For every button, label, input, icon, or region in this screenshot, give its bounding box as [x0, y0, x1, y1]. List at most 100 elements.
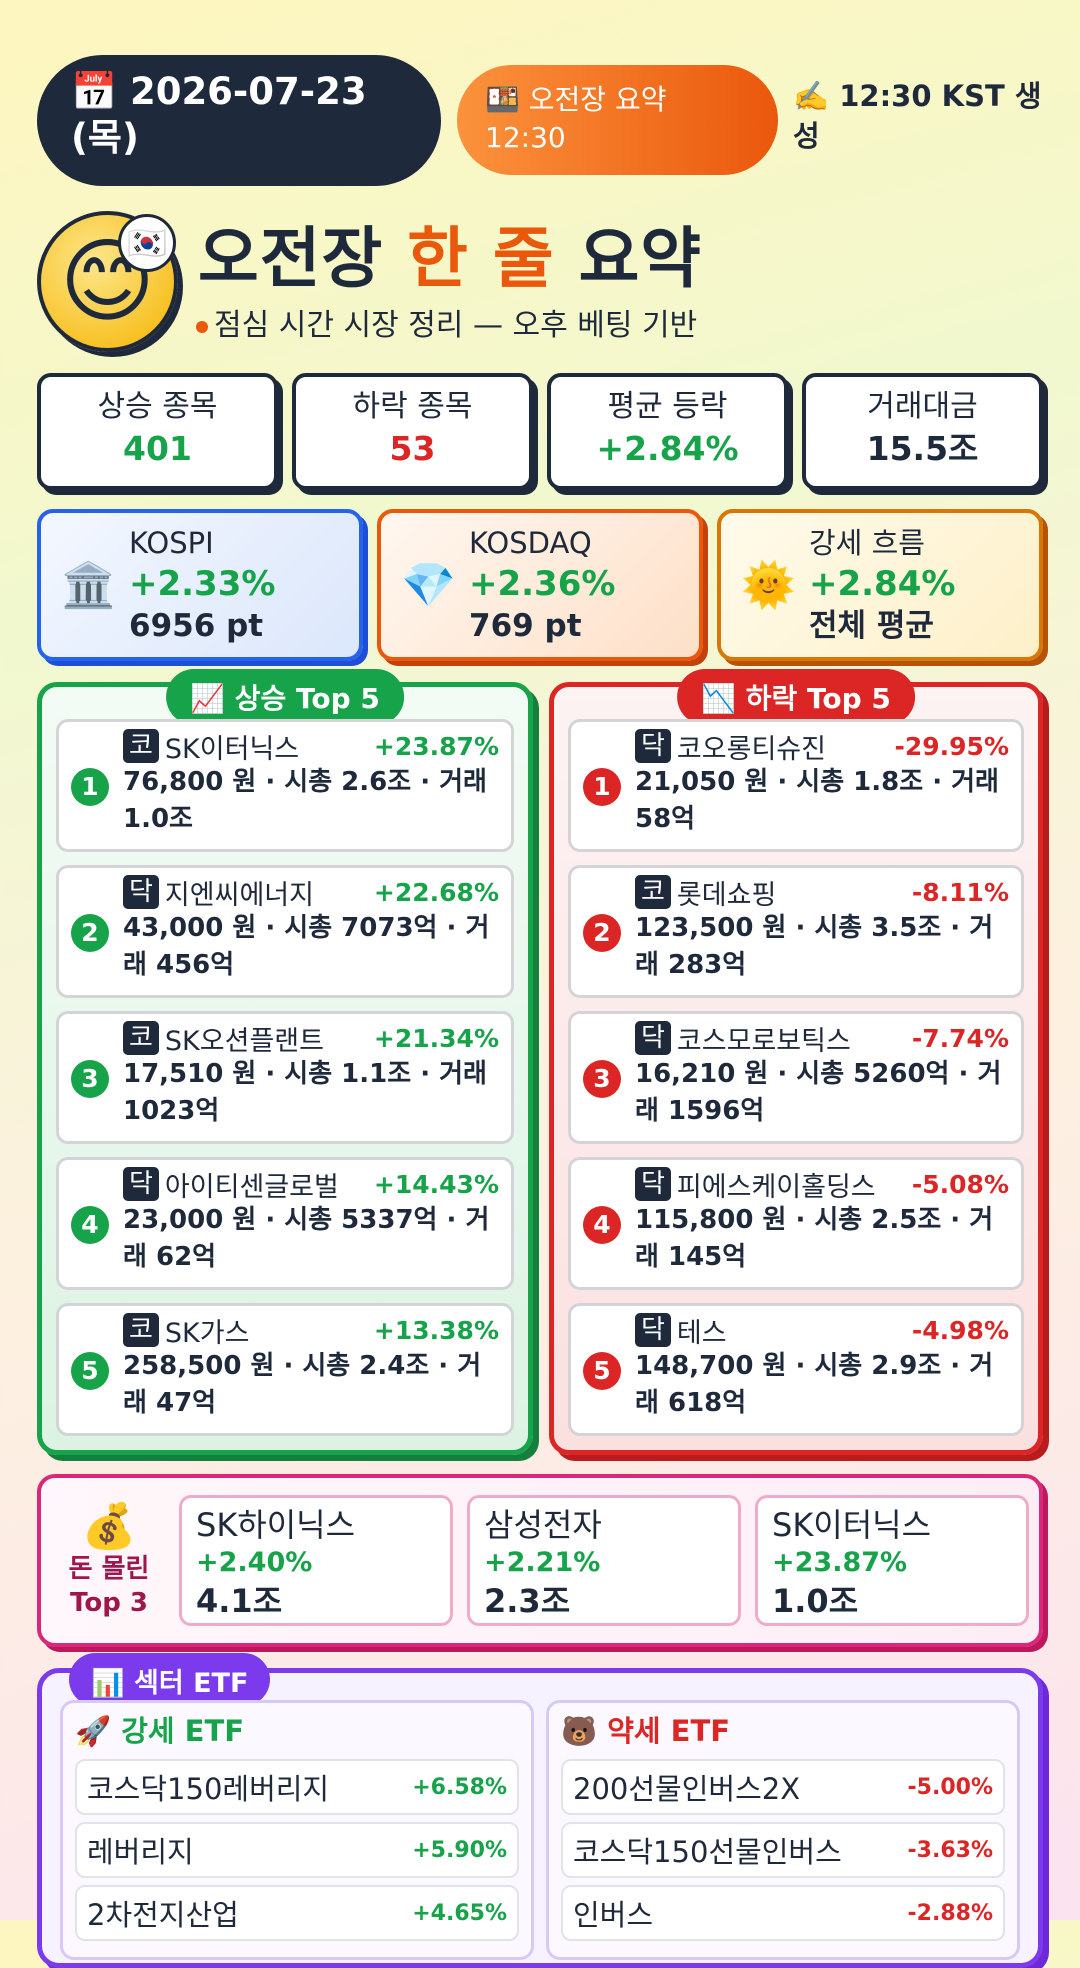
- rank: 4: [71, 1206, 109, 1244]
- market-badge: 코: [635, 875, 671, 909]
- index-label: KOSDAQ: [469, 526, 592, 560]
- stock-card: 3 닥 코스모로보틱스 -7.74% 16,210 원 · 시총 5260억 · 거래 …: [568, 1011, 1024, 1144]
- stat-value: 53: [389, 429, 436, 468]
- stock-change: +13.38%: [373, 1315, 499, 1345]
- index-value: 769 pt: [469, 608, 582, 644]
- pen-icon: ✍️: [793, 79, 840, 113]
- money-value: 1.0조: [772, 1582, 859, 1620]
- index-change: +2.36%: [469, 564, 616, 604]
- stock-detail: 258,500 원 · 시총 2.4조 · 거래 47억: [123, 1351, 482, 1418]
- etf-row: 코스닥150레버리지 +6.58%: [75, 1759, 519, 1815]
- generated: 12:30 KST 생성: [793, 79, 1042, 153]
- etf-name: 2차전지산업: [87, 1898, 239, 1932]
- losers-panel: 📉 하락 Top 5 1 닥 코오롱티슈진 -29.95% 21,050 원 · 시총 1…: [549, 669, 1043, 1455]
- etf-row: 레버리지 +5.90%: [75, 1822, 519, 1878]
- stock-name: 테스: [676, 1317, 727, 1349]
- etf-name: 레버리지: [87, 1835, 194, 1869]
- stock-card: 2 닥 지엔씨에너지 +22.68% 43,000 원 · 시총 7073억 · 거래 …: [56, 865, 514, 998]
- stat-label: 하락 종목: [352, 389, 473, 424]
- stock-name: 지엔씨에너지: [164, 879, 314, 911]
- money-change: +23.87%: [772, 1547, 908, 1578]
- stock-card: 2 코 롯데쇼핑 -8.11% 123,500 원 · 시총 3.5조 · 거래 283…: [568, 865, 1024, 998]
- etf-title: 섹터 ETF: [134, 1668, 249, 1699]
- etf-name: 코스닥150선물인버스: [573, 1835, 842, 1869]
- stock-change: +14.43%: [373, 1169, 499, 1199]
- index-text: 강세 흐름 +2.84% 전체 평균: [803, 523, 955, 647]
- market-badge: 닥: [123, 1167, 159, 1201]
- index-change: +2.84%: [809, 564, 956, 604]
- index-label: 강세 흐름: [809, 526, 925, 560]
- money-name: 삼성전자: [484, 1506, 602, 1544]
- index-value: 6956 pt: [129, 608, 264, 644]
- market-badge: 닥: [635, 1167, 671, 1201]
- stat-card: 상승 종목 401: [37, 373, 278, 490]
- stock-detail: 17,510 원 · 시총 1.1조 · 거래 1023억: [123, 1059, 487, 1126]
- market-badge: 닥: [123, 875, 159, 909]
- money-change: +2.40%: [196, 1547, 313, 1578]
- chart-down-icon: 📉: [701, 682, 746, 715]
- panel-badge: 📉 하락 Top 5: [677, 669, 915, 725]
- date-pill: 📅 2026-07-23 (목): [37, 55, 441, 186]
- money-name: SK하이닉스: [196, 1506, 356, 1544]
- etf-head: 🚀 강세 ETF: [75, 1709, 519, 1753]
- stat-value: 15.5조: [866, 429, 979, 468]
- stock-change: -4.98%: [911, 1315, 1009, 1345]
- money-card: SK이터닉스 +23.87% 1.0조: [755, 1495, 1029, 1626]
- money-name: SK이터닉스: [772, 1506, 932, 1544]
- stock-head: 코 SK이터닉스 +23.87%: [123, 728, 499, 765]
- session-pill: 🍱 오전장 요약 12:30: [457, 65, 778, 175]
- etf-change: +5.90%: [412, 1837, 507, 1863]
- stock-change: -5.08%: [911, 1169, 1009, 1199]
- etf-row: 2차전지산업 +4.65%: [75, 1885, 519, 1941]
- money-label: 💰 돈 몰린 Top 3: [53, 1501, 165, 1620]
- index-text: KOSDAQ +2.36% 769 pt: [463, 523, 615, 647]
- title: 오전장 한 줄 요약: [198, 205, 702, 301]
- rank: 2: [583, 914, 621, 952]
- session: 오전장 요약 12:30: [485, 83, 667, 154]
- index-text: KOSPI +2.33% 6956 pt: [123, 523, 275, 647]
- index-card: 🌞 강세 흐름 +2.84% 전체 평균: [717, 509, 1043, 661]
- etf-column-title: 강세 ETF: [121, 1714, 245, 1748]
- title-highlight: 한 줄: [407, 220, 555, 297]
- stock-head: 닥 코스모로보틱스 -7.74%: [635, 1020, 1009, 1057]
- money-card: 삼성전자 +2.21% 2.3조: [467, 1495, 741, 1626]
- title-part: 요약: [578, 220, 703, 297]
- panel-title: 하락 Top 5: [745, 682, 891, 715]
- stock-card: 3 코 SK오션플랜트 +21.34% 17,510 원 · 시총 1.1조 · 거래 …: [56, 1011, 514, 1144]
- stat-card: 평균 등락 +2.84%: [547, 373, 788, 490]
- stock-change: +21.34%: [373, 1023, 499, 1053]
- stat-label: 상승 종목: [97, 389, 218, 424]
- index-change: +2.33%: [129, 564, 276, 604]
- calendar-icon: 📅: [71, 70, 130, 113]
- stat-card: 거래대금 15.5조: [802, 373, 1043, 490]
- index-value: 전체 평균: [809, 608, 934, 644]
- rank: 3: [583, 1060, 621, 1098]
- stock-name: 피에스케이홀딩스: [676, 1171, 876, 1203]
- stock-head: 닥 아이티센글로벌 +14.43%: [123, 1166, 499, 1203]
- rocket-icon: 🚀: [75, 1714, 122, 1748]
- etf-weak-column: 🐻 약세 ETF 200선물인버스2X -5.00% 코스닥150선물인버스 -3.63…: [546, 1700, 1020, 1960]
- etf-row: 인버스 -2.88%: [561, 1885, 1005, 1941]
- market-badge: 코: [123, 1313, 159, 1347]
- stock-card: 5 코 SK가스 +13.38% 258,500 원 · 시총 2.4조 · 거래 47…: [56, 1303, 514, 1436]
- stock-name: 코오롱티슈진: [676, 733, 826, 765]
- stock-card: 4 닥 피에스케이홀딩스 -5.08% 115,800 원 · 시총 2.5조 · 거래…: [568, 1157, 1024, 1290]
- stock-card: 4 닥 아이티센글로벌 +14.43% 23,000 원 · 시총 5337억 · 거래…: [56, 1157, 514, 1290]
- gainers-panel: 📈 상승 Top 5 1 코 SK이터닉스 +23.87% 76,800 원 · 시총 2…: [37, 669, 533, 1455]
- stock-detail: 115,800 원 · 시총 2.5조 · 거래 145억: [635, 1205, 994, 1272]
- index-icon: 🏛️: [61, 560, 116, 611]
- money-section: 💰 돈 몰린 Top 3 SK하이닉스 +2.40% 4.1조 삼성전자 +2.21% 2.3…: [37, 1474, 1043, 1647]
- money-title: 돈 몰린 Top 3: [68, 1553, 150, 1618]
- stock-head: 닥 피에스케이홀딩스 -5.08%: [635, 1166, 1009, 1203]
- rank: 1: [71, 768, 109, 806]
- stat-label: 평균 등락: [607, 389, 728, 424]
- index-card: 🏛️ KOSPI +2.33% 6956 pt: [37, 509, 363, 661]
- stock-name: SK가스: [164, 1317, 250, 1349]
- bento-icon: 🍱: [485, 83, 529, 116]
- subtitle-line: 점심 시간 시장 정리 — 오후 베팅 기반: [196, 300, 697, 344]
- stock-detail: 43,000 원 · 시총 7073억 · 거래 456억: [123, 913, 490, 980]
- stock-detail: 23,000 원 · 시총 5337억 · 거래 62억: [123, 1205, 490, 1272]
- stat-card: 하락 종목 53: [292, 373, 533, 490]
- stock-card: 1 코 SK이터닉스 +23.87% 76,800 원 · 시총 2.6조 · 거래 1…: [56, 719, 514, 852]
